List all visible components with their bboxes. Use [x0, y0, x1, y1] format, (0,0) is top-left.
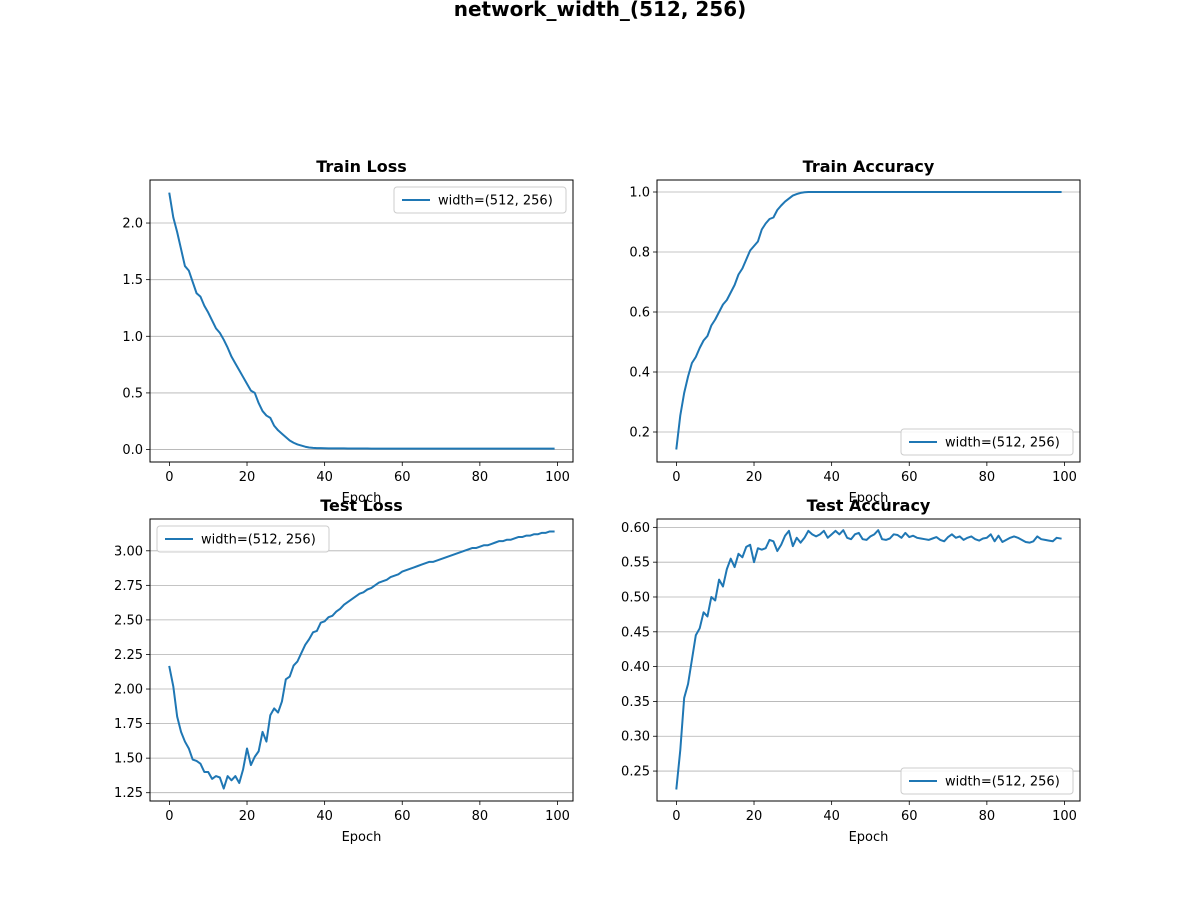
series-line — [168, 192, 555, 450]
y-tick-label: 1.0 — [629, 186, 650, 201]
x-tick-label: 40 — [823, 809, 840, 824]
y-tick-label: 2.00 — [114, 683, 143, 698]
x-tick-label: 20 — [239, 470, 256, 485]
legend-box — [156, 525, 330, 553]
y-tick-label: 0.40 — [621, 660, 650, 675]
x-axis-label: Epoch — [342, 830, 382, 845]
y-tick-label: 0.30 — [621, 730, 650, 745]
y-tick-label: 0.6 — [629, 306, 650, 321]
axes-title: Test Loss — [320, 496, 403, 515]
axes-test_loss: 1.25 1.50 1.75 2.00 2.25 2.50 2.75 3.00 0 20 40 60 8… — [114, 496, 574, 845]
x-axis-label: Epoch — [849, 491, 889, 506]
x-tick-label: 40 — [316, 470, 333, 485]
series-line — [675, 529, 1062, 790]
y-tick-label: 2.50 — [114, 613, 143, 628]
y-tick-label: 1.25 — [114, 786, 143, 801]
y-tick-label: 0.45 — [621, 625, 650, 640]
x-tick-label: 40 — [823, 470, 840, 485]
x-tick-label: 40 — [316, 809, 333, 824]
series-line — [168, 530, 555, 790]
axes-title: Test Accuracy — [807, 496, 931, 515]
legend: width=(512, 256) — [900, 767, 1074, 795]
y-tick-label: 2.75 — [114, 579, 143, 594]
x-tick-label: 20 — [746, 809, 763, 824]
axes-train_acc: 0.2 0.4 0.6 0.8 1.0 0 20 40 60 80 100 Train Accurac… — [629, 157, 1081, 506]
y-tick-label: 1.5 — [122, 273, 143, 288]
y-tick-label: 0.50 — [621, 590, 650, 605]
y-tick-label: 1.50 — [114, 752, 143, 767]
y-tick-label: 3.00 — [114, 544, 143, 559]
series-line — [675, 191, 1062, 450]
y-tick-label: 0.35 — [621, 695, 650, 710]
y-tick-label: 0.55 — [621, 556, 650, 571]
legend-label: width=(512, 256) — [438, 194, 553, 209]
y-tick-label: 0.25 — [621, 765, 650, 780]
x-tick-label: 60 — [901, 809, 918, 824]
figure-title: network_width_(512, 256) — [454, 0, 747, 21]
legend-label: width=(512, 256) — [945, 775, 1060, 790]
x-tick-label: 60 — [394, 809, 411, 824]
legend-box — [393, 186, 567, 214]
x-tick-label: 100 — [545, 470, 570, 485]
x-tick-label: 60 — [394, 470, 411, 485]
x-tick-label: 20 — [239, 809, 256, 824]
legend: width=(512, 256) — [156, 525, 330, 553]
x-tick-label: 0 — [672, 470, 680, 485]
y-tick-label: 2.0 — [122, 217, 143, 232]
legend-label: width=(512, 256) — [945, 436, 1060, 451]
x-tick-label: 80 — [472, 809, 489, 824]
x-tick-label: 80 — [979, 809, 996, 824]
x-tick-label: 0 — [165, 470, 173, 485]
axes-title: Train Loss — [316, 157, 407, 176]
x-tick-label: 60 — [901, 470, 918, 485]
x-tick-label: 100 — [545, 809, 570, 824]
y-tick-label: 0.0 — [122, 443, 143, 458]
y-tick-label: 0.8 — [629, 246, 650, 261]
y-tick-label: 0.2 — [629, 426, 650, 441]
x-tick-label: 80 — [472, 470, 489, 485]
y-tick-label: 0.60 — [621, 521, 650, 536]
axes-frame — [149, 179, 574, 463]
axes-title: Train Accuracy — [803, 157, 935, 176]
x-tick-label: 20 — [746, 470, 763, 485]
legend-box — [900, 767, 1074, 795]
legend: width=(512, 256) — [900, 428, 1074, 456]
y-tick-label: 0.4 — [629, 366, 650, 381]
legend-label: width=(512, 256) — [201, 533, 316, 548]
axes-frame — [656, 179, 1081, 463]
y-tick-label: 1.75 — [114, 717, 143, 732]
legend-box — [900, 428, 1074, 456]
x-tick-label: 0 — [672, 809, 680, 824]
x-tick-label: 80 — [979, 470, 996, 485]
x-tick-label: 100 — [1052, 470, 1077, 485]
axes-train_loss: 0.0 0.5 1.0 1.5 2.0 0 20 40 60 80 100 Train Loss Epo… — [122, 157, 574, 506]
x-tick-label: 100 — [1052, 809, 1077, 824]
axes-frame — [149, 518, 574, 802]
y-tick-label: 2.25 — [114, 648, 143, 663]
y-tick-label: 1.0 — [122, 330, 143, 345]
axes-frame — [656, 518, 1081, 802]
x-axis-label: Epoch — [849, 830, 889, 845]
y-tick-label: 0.5 — [122, 386, 143, 401]
axes-test_acc: 0.25 0.30 0.35 0.40 0.45 0.50 0.55 0.60 0 20 40 60 8… — [621, 496, 1081, 845]
legend: width=(512, 256) — [393, 186, 567, 214]
x-tick-label: 0 — [165, 809, 173, 824]
x-axis-label: Epoch — [342, 491, 382, 506]
